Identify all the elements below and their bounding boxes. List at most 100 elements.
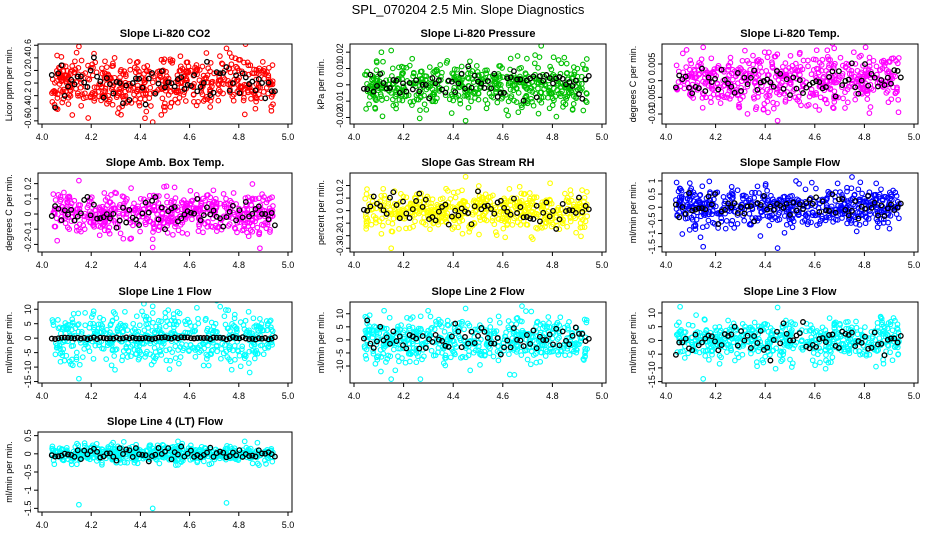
data-point bbox=[570, 201, 577, 208]
reference-point bbox=[572, 209, 579, 216]
data-point bbox=[154, 211, 160, 217]
reference-point bbox=[396, 215, 403, 222]
data-point bbox=[707, 201, 713, 208]
x-tick-label: 4.8 bbox=[546, 260, 559, 270]
reference-point bbox=[74, 334, 81, 341]
data-point bbox=[409, 203, 416, 209]
data-point bbox=[554, 336, 561, 342]
data-point bbox=[468, 98, 474, 105]
data-point bbox=[122, 71, 129, 77]
data-point bbox=[742, 47, 748, 54]
data-point bbox=[456, 218, 463, 225]
reference-point bbox=[559, 200, 566, 207]
data-point bbox=[515, 343, 521, 350]
reference-point bbox=[468, 84, 475, 91]
data-point bbox=[762, 182, 769, 189]
reference-point bbox=[881, 82, 888, 89]
reference-point bbox=[546, 213, 553, 220]
data-point bbox=[550, 325, 557, 332]
reference-point bbox=[455, 212, 462, 219]
data-point bbox=[465, 104, 472, 111]
data-point bbox=[726, 64, 732, 70]
data-point bbox=[364, 186, 370, 192]
data-point bbox=[491, 78, 498, 85]
data-point bbox=[574, 347, 580, 353]
data-point bbox=[476, 193, 483, 200]
data-point bbox=[549, 102, 556, 109]
data-point bbox=[783, 221, 790, 228]
data-point bbox=[73, 354, 80, 361]
data-point bbox=[123, 214, 129, 221]
data-point bbox=[70, 310, 77, 317]
data-point bbox=[450, 97, 457, 104]
data-point bbox=[443, 185, 449, 192]
data-point bbox=[676, 185, 683, 192]
data-point bbox=[503, 107, 510, 114]
reference-point bbox=[686, 190, 692, 197]
y-tick-label: -0.5 bbox=[647, 213, 657, 229]
data-point bbox=[492, 229, 499, 235]
data-point bbox=[839, 215, 845, 221]
data-point bbox=[792, 60, 799, 67]
data-point bbox=[514, 199, 521, 206]
data-point bbox=[442, 362, 449, 369]
reference-point bbox=[71, 81, 78, 88]
data-point bbox=[188, 198, 195, 204]
data-point bbox=[76, 361, 83, 368]
data-point bbox=[231, 315, 238, 322]
data-point bbox=[729, 217, 736, 224]
outlier-point bbox=[849, 174, 855, 180]
data-point bbox=[147, 218, 154, 225]
reference-point bbox=[585, 72, 592, 79]
data-point bbox=[858, 52, 864, 59]
data-point bbox=[445, 322, 452, 329]
data-point bbox=[210, 187, 217, 194]
reference-point bbox=[458, 70, 465, 77]
data-point bbox=[434, 71, 441, 78]
data-point bbox=[696, 59, 703, 66]
reference-point bbox=[197, 217, 204, 224]
data-point bbox=[113, 94, 120, 101]
data-point bbox=[121, 68, 128, 75]
data-point bbox=[249, 213, 255, 219]
data-point bbox=[800, 77, 806, 83]
data-point bbox=[103, 64, 110, 70]
data-point bbox=[106, 224, 113, 231]
data-point bbox=[538, 44, 545, 49]
reference-point bbox=[197, 83, 204, 90]
data-point bbox=[142, 115, 148, 122]
reference-point bbox=[123, 334, 130, 341]
data-point bbox=[450, 189, 457, 196]
data-point bbox=[142, 354, 148, 360]
reference-point bbox=[52, 336, 59, 342]
reference-point bbox=[813, 194, 820, 201]
reference-point bbox=[491, 70, 498, 77]
data-point bbox=[65, 32, 70, 37]
reference-point bbox=[68, 335, 75, 342]
data-point bbox=[878, 186, 884, 193]
outlier-point bbox=[462, 305, 469, 312]
data-point bbox=[880, 216, 887, 222]
reference-point bbox=[780, 204, 787, 211]
data-point bbox=[792, 66, 798, 73]
data-point bbox=[253, 347, 260, 354]
data-point bbox=[728, 221, 735, 228]
data-point bbox=[486, 79, 492, 86]
data-point bbox=[581, 224, 588, 230]
data-point bbox=[690, 212, 697, 219]
panel-title: Slope Sample Flow bbox=[740, 157, 841, 169]
y-tick-label: -5 bbox=[335, 349, 345, 357]
data-point bbox=[892, 89, 899, 96]
reference-point bbox=[145, 209, 152, 216]
data-point bbox=[830, 219, 836, 225]
reference-point bbox=[139, 335, 146, 342]
reference-point bbox=[458, 205, 465, 212]
data-point bbox=[255, 84, 262, 90]
data-point bbox=[85, 62, 91, 69]
reference-point bbox=[58, 62, 65, 69]
reference-point bbox=[455, 328, 462, 335]
data-point bbox=[701, 200, 708, 207]
reference-point bbox=[58, 334, 65, 341]
data-point bbox=[737, 96, 744, 103]
